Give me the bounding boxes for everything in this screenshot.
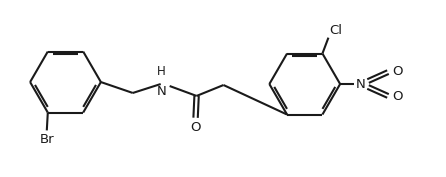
Text: O: O — [392, 90, 402, 103]
Text: Br: Br — [40, 133, 54, 146]
Text: N: N — [157, 85, 166, 98]
Text: O: O — [190, 121, 201, 134]
Text: O: O — [392, 65, 402, 78]
Text: N: N — [356, 78, 366, 90]
Text: Cl: Cl — [330, 24, 343, 37]
Text: H: H — [157, 65, 166, 78]
